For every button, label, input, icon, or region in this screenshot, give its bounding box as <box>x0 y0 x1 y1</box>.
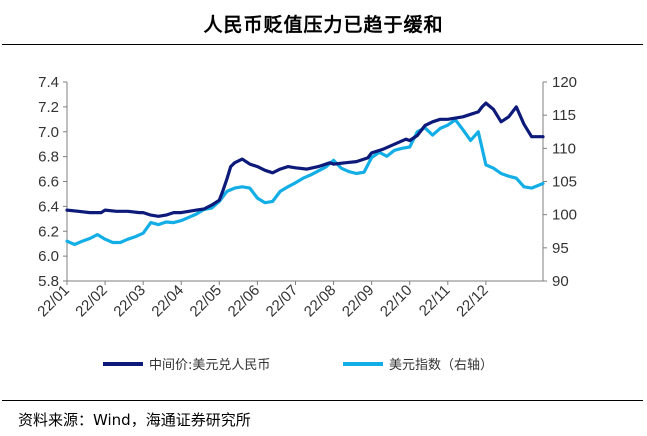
x-tick-label: 22/04 <box>148 282 187 321</box>
x-tick-label: 22/10 <box>377 282 416 321</box>
x-tick-label: 22/07 <box>263 282 302 321</box>
x-tick-label: 22/11 <box>416 282 454 320</box>
right-tick-label: 90 <box>552 273 569 290</box>
left-tick-label: 6.0 <box>38 248 59 265</box>
right-tick-label: 120 <box>552 74 577 91</box>
source-note: 资料来源：Wind，海通证券研究所 <box>18 411 251 429</box>
x-tick-label: 22/08 <box>301 282 340 321</box>
series-line-usd-index <box>65 118 545 247</box>
legend-label: 美元指数（右轴） <box>389 358 493 373</box>
right-tick-label: 95 <box>552 240 569 257</box>
x-tick-label: 22/12 <box>453 282 492 321</box>
left-tick-label: 7.0 <box>38 124 59 141</box>
left-tick-label: 6.8 <box>38 149 59 166</box>
left-tick-label: 6.6 <box>38 174 59 191</box>
top-rule <box>2 44 643 45</box>
right-tick-label: 115 <box>552 107 576 124</box>
left-tick-label: 6.2 <box>38 223 59 240</box>
legend-label: 中间价:美元兑人民币 <box>149 358 270 373</box>
chart-title: 人民币贬值压力已趋于缓和 <box>203 14 444 36</box>
right-tick-label: 100 <box>552 207 577 224</box>
series-line-usdcny <box>65 101 545 218</box>
x-tick-label: 22/05 <box>187 282 226 321</box>
left-tick-label: 6.4 <box>38 198 59 215</box>
x-tick-label: 22/02 <box>72 282 111 321</box>
x-tick-label: 22/06 <box>225 282 264 321</box>
left-tick-label: 5.8 <box>38 273 59 290</box>
bottom-rule <box>2 400 643 401</box>
x-tick-label: 22/03 <box>110 282 149 321</box>
chart-area: 5.8 6.0 6.2 6.4 6.6 6.8 7.0 7.2 7.4 90 95 100 105 11… <box>34 74 577 373</box>
right-tick-label: 110 <box>552 140 576 157</box>
x-tick-label: 22/09 <box>339 282 378 321</box>
right-tick-label: 105 <box>552 174 577 191</box>
left-tick-label: 7.2 <box>38 99 59 116</box>
left-tick-label: 7.4 <box>38 74 59 91</box>
